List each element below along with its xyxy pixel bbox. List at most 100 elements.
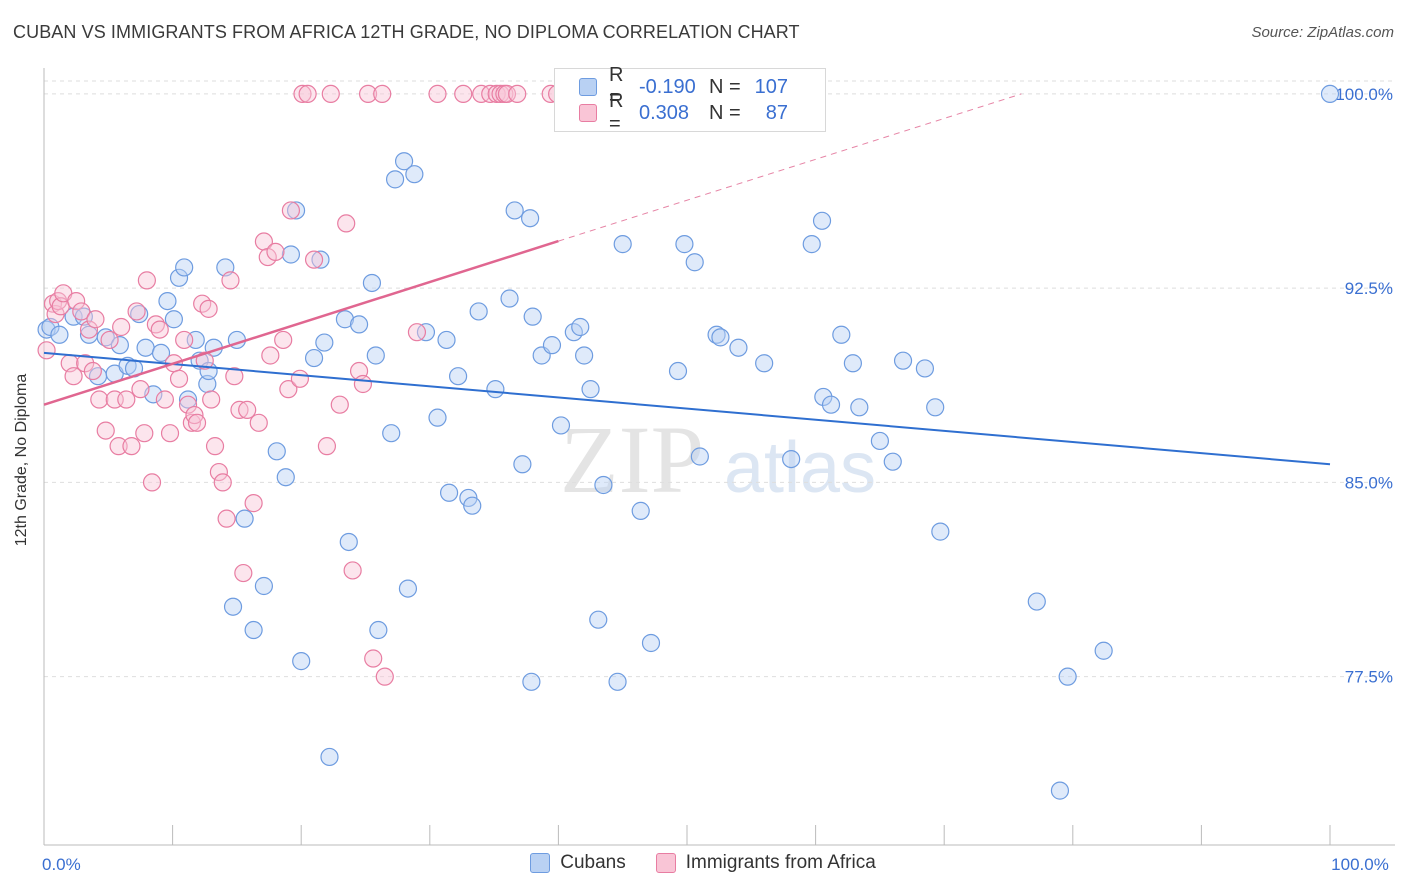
africa-point <box>353 374 373 394</box>
africa-point <box>238 400 257 419</box>
cuban-point <box>571 317 590 337</box>
africa-point <box>169 369 189 388</box>
cuban-point <box>315 333 334 352</box>
africa-point <box>112 317 131 337</box>
cuban-point <box>394 152 414 171</box>
africa-point <box>83 361 102 381</box>
africa-point <box>117 390 136 409</box>
legend-n-label: N = <box>709 101 741 124</box>
africa-point <box>279 380 298 399</box>
legend-r-label: R = <box>609 90 624 135</box>
africa-trend-line <box>43 239 559 406</box>
africa-point <box>330 395 349 414</box>
cuban-point <box>276 468 295 487</box>
africa-point <box>230 400 249 419</box>
cuban-point <box>267 442 286 461</box>
cuban-point <box>382 424 401 443</box>
y-tick-label: 92.5% <box>1345 279 1393 298</box>
cuban-point <box>362 273 382 293</box>
cuban-point <box>286 201 306 220</box>
y-tick-label: 85.0% <box>1345 473 1393 492</box>
africa-point <box>281 201 301 220</box>
cuban-point <box>915 359 935 378</box>
cuban-point <box>814 387 833 407</box>
africa-point <box>373 84 392 104</box>
legend-swatch-africa <box>655 853 676 873</box>
cuban-point <box>110 336 129 355</box>
cuban-point <box>151 343 171 362</box>
africa-point <box>160 424 180 443</box>
cuban-point <box>254 576 274 596</box>
africa-point <box>487 84 506 104</box>
cuban-point <box>685 253 704 272</box>
y-tick-label: 77.5% <box>1345 668 1393 687</box>
cuban-point <box>1094 641 1113 660</box>
africa-point <box>225 367 244 386</box>
cuban-point <box>437 330 456 350</box>
cuban-point <box>613 235 632 254</box>
cuban-point <box>926 398 945 417</box>
africa-point <box>187 413 207 432</box>
cuban-point <box>164 310 183 329</box>
africa-point <box>135 424 154 443</box>
cuban-point <box>50 325 69 344</box>
legend-row-cubans: R = -0.190 N = 107 <box>579 64 788 109</box>
africa-point <box>234 563 253 583</box>
cuban-point <box>832 325 851 344</box>
cuban-point <box>843 354 862 373</box>
legend-r-value-africa: 0.308 <box>639 101 690 124</box>
cuban-point <box>366 346 385 365</box>
africa-point <box>221 271 240 290</box>
legend-label-cubans: Cubans <box>560 852 626 873</box>
africa-point <box>261 346 280 365</box>
africa-point <box>266 242 285 261</box>
cuban-point <box>581 380 600 399</box>
africa-point <box>155 390 174 409</box>
africa-point <box>321 84 340 104</box>
cuban-point <box>486 380 505 399</box>
cuban-point <box>304 348 324 368</box>
source-label: Source: ZipAtlas.com <box>1251 24 1394 41</box>
africa-point <box>199 299 218 318</box>
legend-n-label: N = <box>709 75 741 98</box>
africa-point <box>37 341 56 360</box>
cuban-point <box>335 310 355 329</box>
cuban-point <box>668 361 688 381</box>
africa-point <box>290 369 310 388</box>
cuban-point <box>931 522 950 541</box>
africa-point <box>202 390 221 409</box>
cuban-point <box>339 532 358 552</box>
africa-point <box>76 354 95 373</box>
cuban-point <box>589 610 608 629</box>
africa-point <box>178 395 198 414</box>
cuban-point <box>575 346 594 365</box>
africa-trend-line-extension <box>558 93 1022 242</box>
africa-point <box>142 473 162 492</box>
cuban-point <box>311 250 330 269</box>
cuban-point <box>405 165 424 184</box>
cuban-point <box>521 209 540 228</box>
africa-point <box>131 380 150 399</box>
legend-swatch-africa <box>579 104 597 122</box>
africa-point <box>364 649 383 668</box>
africa-point <box>127 302 146 321</box>
cuban-point <box>1027 592 1046 611</box>
africa-point <box>428 84 447 104</box>
cuban-point <box>130 304 149 324</box>
cuban-point <box>755 354 774 373</box>
cuban-point <box>821 395 841 414</box>
africa-point <box>244 494 263 513</box>
africa-point <box>497 84 517 104</box>
africa-point <box>375 667 394 686</box>
africa-point <box>304 250 324 269</box>
africa-point <box>317 437 337 456</box>
legend-r-label: R = <box>609 64 624 109</box>
cuban-point <box>883 452 902 471</box>
watermark-atlas: atlas <box>724 428 876 508</box>
stats-legend: R = -0.190 N = 107 R = 0.308 N = 87 <box>554 64 826 135</box>
cuban-point <box>320 747 339 767</box>
cuban-point <box>223 597 243 616</box>
legend-label-africa: Immigrants from Africa <box>685 852 876 873</box>
cuban-point <box>522 672 541 691</box>
africa-point <box>274 330 293 350</box>
